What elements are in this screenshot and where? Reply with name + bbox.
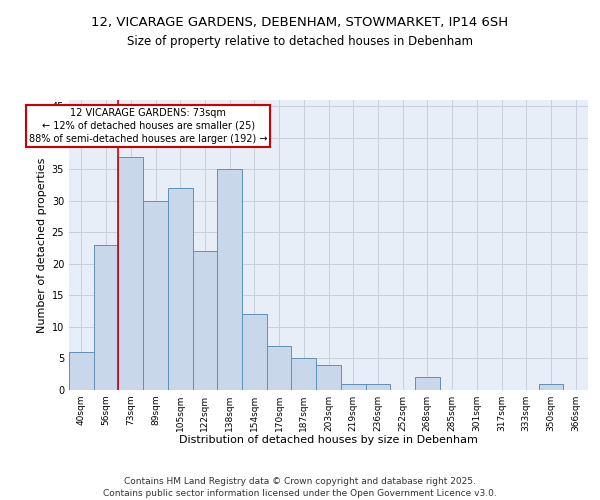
Text: Contains public sector information licensed under the Open Government Licence v3: Contains public sector information licen… bbox=[103, 490, 497, 498]
Bar bbox=[69, 352, 94, 390]
Bar bbox=[143, 201, 168, 390]
Bar bbox=[168, 188, 193, 390]
Bar bbox=[94, 245, 118, 390]
Bar bbox=[415, 378, 440, 390]
Text: Size of property relative to detached houses in Debenham: Size of property relative to detached ho… bbox=[127, 34, 473, 48]
X-axis label: Distribution of detached houses by size in Debenham: Distribution of detached houses by size … bbox=[179, 436, 478, 446]
Bar bbox=[193, 252, 217, 390]
Text: 12 VICARAGE GARDENS: 73sqm
← 12% of detached houses are smaller (25)
88% of semi: 12 VICARAGE GARDENS: 73sqm ← 12% of deta… bbox=[29, 108, 268, 144]
Bar bbox=[539, 384, 563, 390]
Text: Contains HM Land Registry data © Crown copyright and database right 2025.: Contains HM Land Registry data © Crown c… bbox=[124, 476, 476, 486]
Bar bbox=[341, 384, 365, 390]
Bar bbox=[267, 346, 292, 390]
Bar bbox=[316, 365, 341, 390]
Bar bbox=[365, 384, 390, 390]
Y-axis label: Number of detached properties: Number of detached properties bbox=[37, 158, 47, 332]
Text: 12, VICARAGE GARDENS, DEBENHAM, STOWMARKET, IP14 6SH: 12, VICARAGE GARDENS, DEBENHAM, STOWMARK… bbox=[91, 16, 509, 29]
Bar bbox=[242, 314, 267, 390]
Bar bbox=[217, 170, 242, 390]
Bar bbox=[118, 156, 143, 390]
Bar bbox=[292, 358, 316, 390]
